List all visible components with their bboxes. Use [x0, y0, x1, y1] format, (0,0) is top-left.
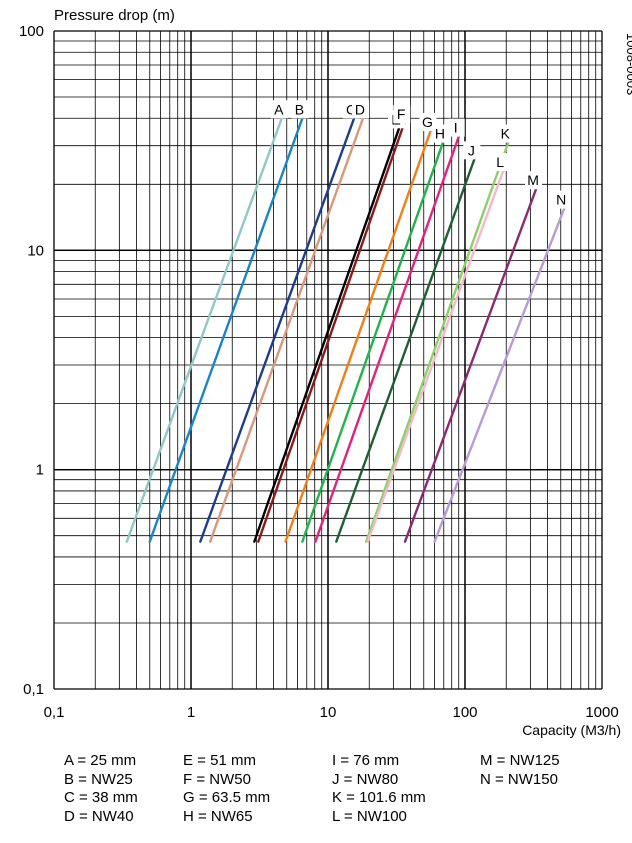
legend-item: A = 25 mm	[64, 752, 137, 769]
legend-item: H = NW65	[183, 807, 253, 825]
x-tick-label: 100	[452, 704, 477, 721]
series-line-m	[403, 187, 538, 543]
legend-item: B = NW25	[64, 770, 133, 788]
legend-column-1: A = 25 mm B = NW25 C = 38 mm D = NW40	[64, 752, 138, 826]
series-label-bg	[463, 141, 481, 160]
series-label-l: L	[496, 154, 504, 170]
legend-item: L = NW100	[332, 807, 407, 825]
series-label-bg	[447, 118, 465, 137]
y-tick-label: 100	[19, 23, 44, 40]
series-line-j	[335, 158, 476, 543]
series-label-bg	[431, 124, 449, 143]
chart-code-label: 1008-0003	[624, 33, 632, 95]
x-tick-label: 1000	[585, 704, 618, 721]
series-label-j: J	[468, 142, 475, 158]
legend-column-4: M = NW125 N = NW150	[480, 752, 560, 789]
series-label-bg	[497, 124, 515, 143]
legend-item: G = 63.5 mm	[183, 789, 271, 807]
legend-item: F = NW50	[183, 770, 251, 788]
series-label-n: N	[556, 192, 566, 208]
y-tick-label: 0,1	[23, 681, 44, 698]
legend-item: D = NW40	[64, 807, 134, 825]
series-line-e	[253, 127, 401, 543]
series-label-bg	[525, 171, 543, 190]
series-label-bg	[270, 100, 288, 119]
y-tick-label: 10	[27, 242, 44, 259]
series-label-bg	[393, 105, 411, 124]
series-label-k: K	[501, 126, 511, 142]
legend-item: C = 38 mm	[64, 789, 138, 807]
series-line-d	[208, 117, 365, 543]
series-line-h	[301, 141, 445, 543]
chart-grid	[53, 30, 603, 690]
series-line-a	[125, 117, 283, 543]
chart-tick-labels: 0,1 1 10 100 1000 0,1 1 10 100	[19, 23, 619, 721]
legend-column-3: I = 76 mm J = NW80 K = 101.6 mm L = NW10…	[332, 752, 426, 826]
series-line-i	[314, 135, 460, 543]
series-label-h: H	[435, 126, 445, 142]
x-axis-label: Capacity (M3/h)	[522, 722, 621, 738]
chart-series-labels: ABCDEFGHIJKLMN	[270, 100, 571, 209]
legend-column-2: E = 51 mm F = NW50 G = 63.5 mm H = NW65	[183, 752, 270, 826]
x-tick-label: 10	[320, 704, 337, 721]
series-label-b: B	[295, 101, 304, 117]
legend-item: J = NW80	[332, 770, 399, 788]
series-label-bg	[291, 100, 309, 119]
series-label-d: D	[355, 101, 365, 117]
series-line-g	[284, 129, 432, 543]
series-line-c	[199, 117, 356, 543]
series-label-bg	[351, 100, 369, 119]
series-line-f	[257, 121, 406, 543]
series-label-bg	[492, 152, 510, 171]
legend-item: K = 101.6 mm	[332, 789, 426, 807]
x-tick-label: 0,1	[44, 704, 65, 721]
series-label-i: I	[454, 120, 458, 136]
y-tick-label: 1	[36, 462, 44, 479]
series-line-n	[433, 207, 566, 543]
series-label-g: G	[422, 114, 433, 130]
series-line-k	[364, 141, 510, 543]
series-label-c: C	[346, 101, 356, 117]
series-label-m: M	[527, 172, 539, 188]
series-label-a: A	[274, 101, 284, 117]
series-line-b	[148, 117, 304, 543]
series-line-l	[366, 169, 505, 543]
chart-series	[125, 117, 566, 543]
series-label-f: F	[397, 106, 406, 122]
legend-item: E = 51 mm	[183, 752, 256, 769]
legend-item: M = NW125	[480, 752, 560, 769]
x-tick-label: 1	[187, 704, 195, 721]
legend-item: I = 76 mm	[332, 752, 400, 769]
series-label-bg	[553, 190, 571, 209]
legend-item: N = NW150	[480, 770, 558, 788]
y-axis-label: Pressure drop (m)	[54, 7, 175, 24]
